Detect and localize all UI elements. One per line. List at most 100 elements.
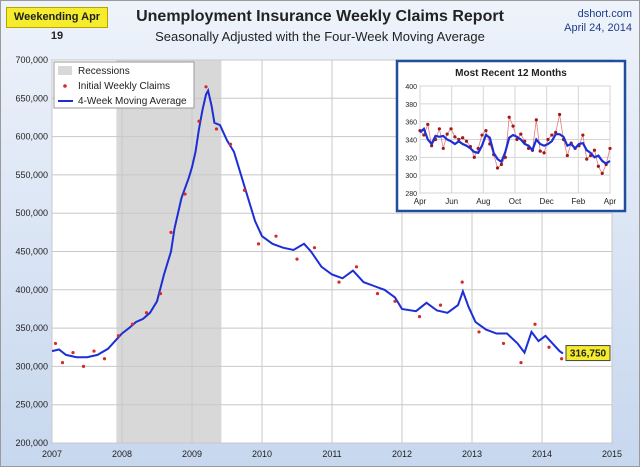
claims-point xyxy=(197,119,201,123)
chart-subtitle: Seasonally Adjusted with the Four-Week M… xyxy=(155,29,485,44)
inset-claims-point xyxy=(464,139,469,143)
y-tick-label: 550,000 xyxy=(15,170,48,180)
inset-claims-point xyxy=(596,164,600,168)
y-tick-label: 200,000 xyxy=(15,438,48,448)
inset-claims-point xyxy=(546,137,550,142)
inset-y-tick-label: 300 xyxy=(405,173,417,180)
y-tick-label: 700,000 xyxy=(15,55,48,65)
claims-point xyxy=(312,246,317,250)
inset-claims-point xyxy=(461,136,465,140)
claims-point xyxy=(393,299,397,303)
claims-point xyxy=(560,357,564,361)
chart-title: Unemployment Insurance Weekly Claims Rep… xyxy=(136,8,504,25)
inset-x-tick-label: Jun xyxy=(445,197,458,206)
source-block: dshort.com April 24, 2014 xyxy=(564,7,632,35)
claims-point xyxy=(183,192,187,196)
claims-point xyxy=(60,360,65,365)
claims-point xyxy=(460,280,464,284)
claims-point xyxy=(417,315,422,319)
legend-box xyxy=(53,61,195,109)
inset-x-tick-label: Oct xyxy=(509,197,522,206)
legend: Recessions Initial Weekly Claims 4-Week Mo… xyxy=(53,61,195,109)
y-tick-label: 300,000 xyxy=(15,361,48,371)
x-tick-label: 2007 xyxy=(42,449,62,459)
claims-point xyxy=(354,265,359,269)
x-tick-label: 2008 xyxy=(112,449,132,459)
inset-claims-point xyxy=(445,132,449,136)
inset-claims-point xyxy=(600,171,604,175)
report-date: April 24, 2014 xyxy=(564,22,632,34)
claims-point xyxy=(158,292,163,296)
claims-point xyxy=(116,334,121,338)
inset-claims-point xyxy=(422,133,426,137)
inset-moving-average-line xyxy=(419,126,611,165)
inset-claims-point xyxy=(453,135,457,139)
latest-value-box xyxy=(565,345,611,362)
inset-claims-point xyxy=(441,146,445,151)
y-tick-label: 350,000 xyxy=(15,323,48,333)
x-tick-label: 2015 xyxy=(602,449,622,459)
claims-point xyxy=(533,322,537,326)
x-tick-label: 2010 xyxy=(252,449,272,459)
inset-y-tick-label: 380 xyxy=(405,102,417,109)
inset-claims-point xyxy=(534,118,538,122)
inset-y-tick-label: 280 xyxy=(405,191,417,198)
inset-y-tick-label: 320 xyxy=(405,155,417,162)
x-tick-label: 2011 xyxy=(322,449,341,459)
claims-point xyxy=(71,351,75,355)
y-tick-label: 650,000 xyxy=(15,93,48,103)
legend-swatch-claims xyxy=(63,84,67,88)
inset-claims-point xyxy=(592,148,597,152)
week-badge: Weekending Apr 19 xyxy=(6,7,108,42)
claims-point xyxy=(53,341,58,346)
claims-point xyxy=(274,234,278,238)
y-tick-label: 250,000 xyxy=(15,400,48,410)
inset-claims-point xyxy=(484,128,488,133)
inset-claims-point xyxy=(480,133,484,137)
claims-point xyxy=(92,349,96,353)
moving-average-line xyxy=(51,87,564,359)
inset-claims-point xyxy=(426,122,430,126)
legend-swatch-recession xyxy=(58,66,72,75)
claims-point xyxy=(169,230,173,234)
x-tick-label: 2012 xyxy=(392,449,412,459)
legend-label: Recessions xyxy=(78,66,130,77)
legend-label: 4-Week Moving Average xyxy=(78,96,187,107)
y-tick-label: 450,000 xyxy=(15,247,48,257)
inset-claims-point xyxy=(565,153,569,158)
inset-x-tick-label: Apr xyxy=(414,197,427,206)
inset-y-tick-label: 400 xyxy=(405,84,417,91)
inset-claims-point xyxy=(557,112,562,117)
inset-claims-point xyxy=(585,157,589,161)
y-tick-label: 500,000 xyxy=(15,208,48,218)
claims-point xyxy=(242,188,247,192)
inset-claims-point xyxy=(495,166,500,170)
claims-point xyxy=(102,357,107,361)
inset-title: Most Recent 12 Months xyxy=(455,68,567,79)
inset-claims-point xyxy=(519,132,523,136)
claims-point xyxy=(295,257,299,261)
source-label: dshort.com xyxy=(577,8,632,20)
inset-claims-point xyxy=(538,149,542,153)
claims-point xyxy=(256,242,261,246)
x-tick-label: 2013 xyxy=(462,449,482,459)
inset-claims-point xyxy=(581,133,585,137)
claims-point xyxy=(228,142,233,146)
inset-claims-point xyxy=(499,162,504,167)
claims-point xyxy=(144,311,149,315)
inset-claims-point xyxy=(511,124,515,128)
inset-claims-point xyxy=(542,151,546,155)
x-tick-label: 2009 xyxy=(182,449,202,459)
claims-point xyxy=(204,85,208,89)
inset-claims-point xyxy=(608,146,612,151)
claims-point xyxy=(501,341,506,346)
inset-x-tick-label: Dec xyxy=(540,197,554,206)
inset-x-tick-label: Aug xyxy=(476,197,490,206)
claims-point xyxy=(81,364,86,368)
claims-point xyxy=(519,360,523,365)
claims-point xyxy=(130,322,135,326)
inset-claims-point xyxy=(449,127,453,131)
inset-claims-point xyxy=(437,127,441,131)
legend-label: Initial Weekly Claims xyxy=(78,81,170,92)
